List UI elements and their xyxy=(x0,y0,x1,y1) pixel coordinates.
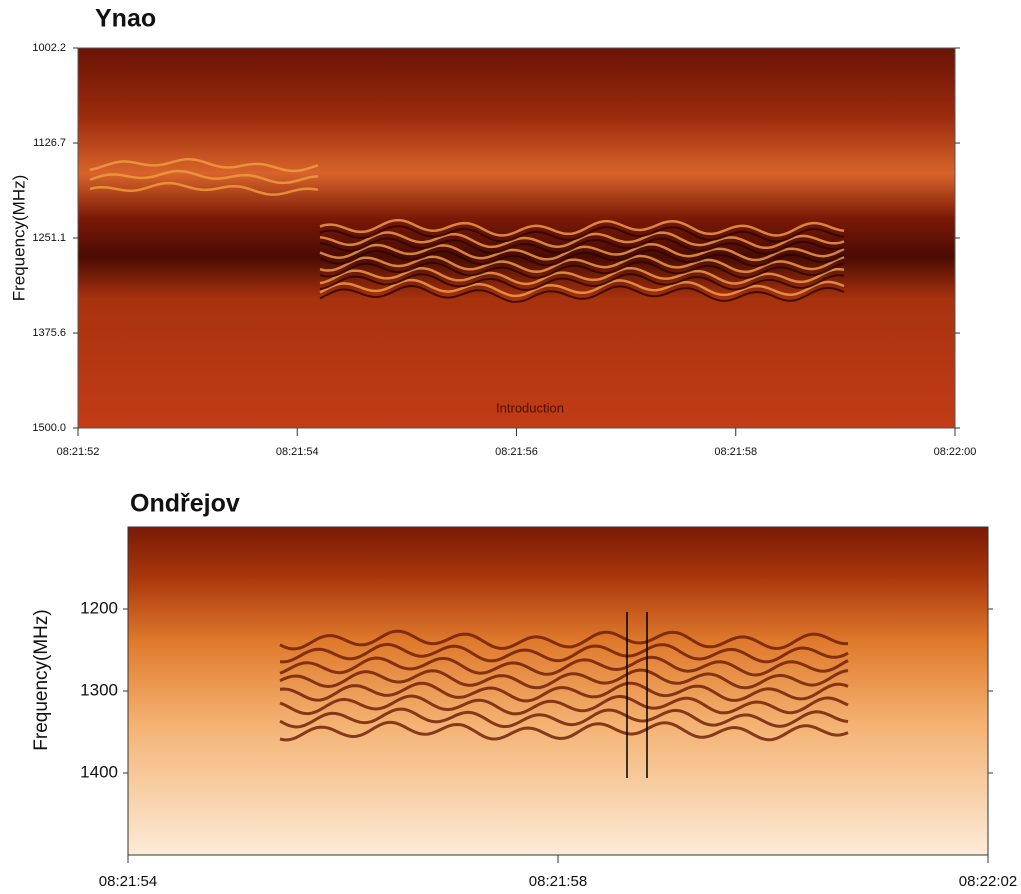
texture-stripe xyxy=(319,225,845,243)
texture-stripe xyxy=(279,707,849,729)
x-tick-label: 08:21:54 xyxy=(276,446,319,458)
texture-stripe xyxy=(319,266,845,286)
y-tick-label: 1251.1 xyxy=(32,232,66,244)
texture-stripe xyxy=(319,273,845,291)
y-axis-label: Frequency(MHz) xyxy=(31,609,52,750)
y-tick-label: 1126.7 xyxy=(33,137,66,149)
texture-stripe xyxy=(89,158,319,173)
x-tick-label: 08:21:56 xyxy=(495,446,538,458)
texture-stripe xyxy=(279,694,849,716)
texture-stripe xyxy=(89,169,319,185)
texture-stripe xyxy=(279,655,849,677)
y-tick-label: 1400 xyxy=(80,762,118,781)
texture-stripe xyxy=(319,254,845,274)
texture-stripe xyxy=(319,260,845,279)
texture-stripe xyxy=(279,642,849,664)
texture-stripe xyxy=(319,278,845,298)
y-axis-label: Frequency(MHz) xyxy=(9,175,28,302)
texture-stripe xyxy=(279,629,848,651)
chart-title: Ynao xyxy=(95,5,156,33)
annotation: Introduction xyxy=(496,400,564,415)
texture-stripe xyxy=(279,720,849,742)
texture-stripe xyxy=(319,242,845,262)
texture-stripe xyxy=(279,681,849,703)
texture-stripe xyxy=(319,249,845,268)
x-tick-label: 08:21:58 xyxy=(529,873,587,890)
y-tick-label: 1375.6 xyxy=(32,327,66,339)
x-tick-label: 08:21:54 xyxy=(99,873,157,890)
texture-stripe xyxy=(319,284,845,303)
x-tick-label: 08:21:58 xyxy=(714,446,757,458)
y-tick-label: 1200 xyxy=(80,598,118,617)
texture-stripe xyxy=(319,218,845,237)
texture-stripe xyxy=(319,237,845,255)
texture-stripe xyxy=(319,231,845,250)
y-tick-label: 1002.2 xyxy=(32,42,66,54)
spectrogram-image xyxy=(128,527,988,855)
spectrogram-texture xyxy=(89,158,849,742)
chart-title: Ondřejov xyxy=(130,490,240,518)
x-tick-label: 08:22:02 xyxy=(959,873,1017,890)
y-tick-label: 1500.0 xyxy=(32,422,66,434)
x-tick-label: 08:21:52 xyxy=(57,446,100,458)
y-tick-label: 1300 xyxy=(80,680,118,699)
x-tick-label: 08:22:00 xyxy=(934,446,977,458)
texture-stripe xyxy=(89,181,319,196)
texture-stripe xyxy=(279,668,849,690)
